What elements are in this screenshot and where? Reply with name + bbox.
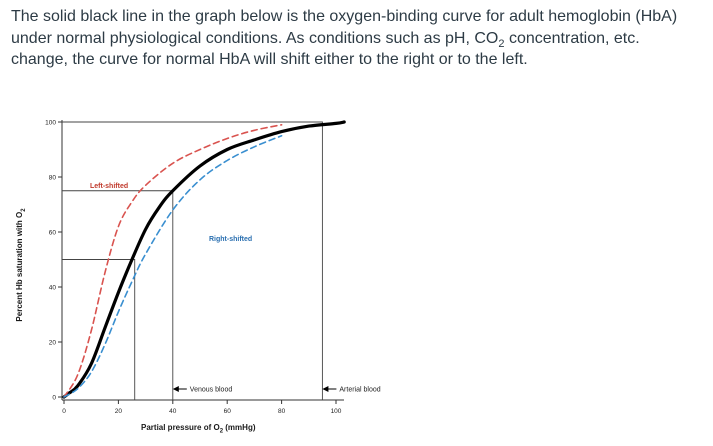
y-tick-label: 40 — [49, 285, 57, 292]
x-tick-label: 100 — [331, 408, 342, 415]
reference-lines — [62, 121, 323, 400]
question-text-part2: concentration, etc. change, the curve fo… — [11, 29, 640, 69]
reference-line — [62, 121, 323, 400]
y-axis-label: Percent Hb saturation with O2 — [15, 208, 27, 322]
arterial-blood-label: Arterial blood — [339, 387, 380, 394]
question-text-part1: The solid black line in the graph below … — [11, 8, 678, 47]
reference-line — [62, 259, 136, 400]
x-axis-label: Partial pressure of O2 (mmHg) — [141, 423, 256, 435]
x-tick-label: 40 — [169, 408, 177, 415]
y-tick-label: 60 — [49, 230, 57, 237]
right-shifted-curve — [63, 135, 283, 398]
question-subscript: 2 — [498, 37, 505, 50]
x-tick-label: 0 — [62, 408, 66, 415]
left-shifted-label: Left-shifted — [90, 183, 128, 190]
annotations: Left-shifted Right-shifted Venous blood Art… — [90, 183, 381, 394]
arterial-blood-arrow-head — [322, 386, 329, 392]
y-axis-label-wrap: Percent Hb saturation with O2 — [13, 195, 29, 335]
y-tick-label: 80 — [49, 175, 57, 182]
y-tick-label: 0 — [52, 395, 56, 402]
right-shifted-label: Right-shifted — [209, 236, 252, 243]
venous-blood-label: Venous blood — [190, 387, 233, 394]
venous-blood-arrow-head — [172, 386, 179, 392]
x-tick-label: 80 — [278, 408, 286, 415]
question-text: The solid black line in the graph below … — [11, 6, 701, 71]
x-tick-label: 20 — [115, 408, 123, 415]
x-tick-label: 60 — [224, 408, 232, 415]
y-tick-label: 20 — [49, 340, 57, 347]
normal-hba-curve — [62, 120, 346, 399]
y-tick-label: 100 — [45, 120, 56, 127]
chart-axes: 0 20 40 60 80 100 0 20 40 60 80 100 — [45, 120, 344, 415]
curves — [62, 120, 346, 399]
